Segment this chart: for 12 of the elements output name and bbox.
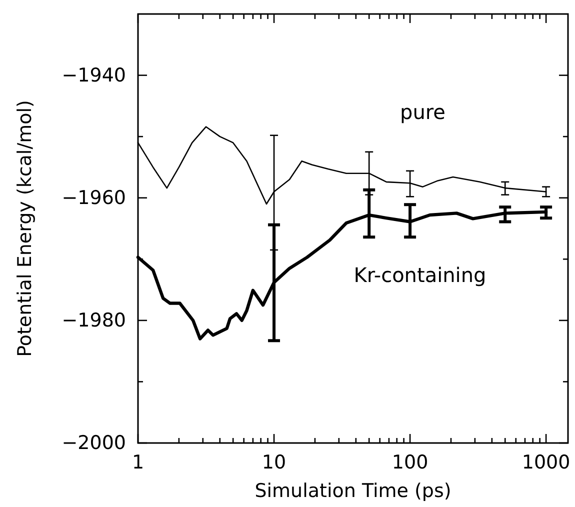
- y-tick-label: −1940: [62, 64, 126, 86]
- series-label: Kr-containing: [354, 262, 486, 287]
- x-tick-label: 1000: [522, 451, 570, 474]
- y-axis-title: Potential Energy (kcal/mol): [14, 100, 36, 357]
- y-tick-label: −2000: [62, 432, 126, 454]
- x-tick-label: 10: [262, 451, 286, 474]
- x-tick-label: 1: [132, 451, 144, 474]
- x-tick-label: 100: [392, 451, 428, 474]
- y-tick-label: −1960: [62, 186, 126, 209]
- text: pure: [400, 100, 446, 124]
- y-tick-label: −1980: [62, 310, 126, 332]
- x-axis-title: Simulation Time (ps): [254, 480, 452, 502]
